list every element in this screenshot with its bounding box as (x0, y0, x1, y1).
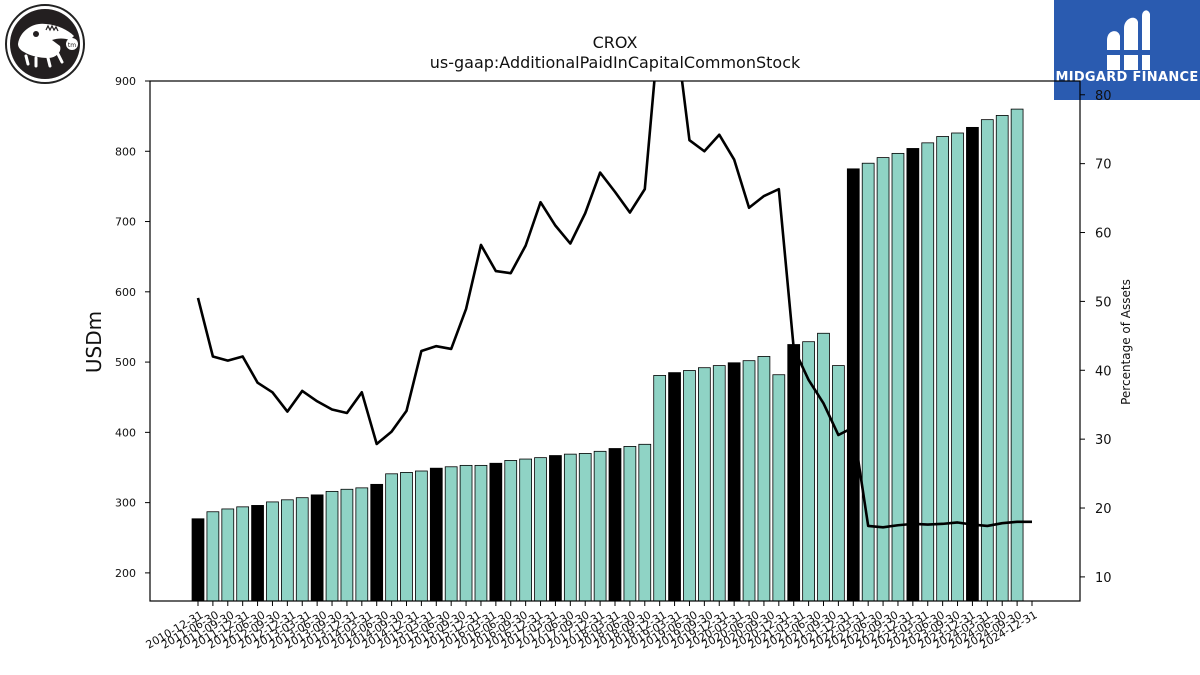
trademark-mark: tm (68, 42, 76, 49)
bar (206, 511, 220, 602)
bar (266, 501, 279, 602)
y-axis-left-label: USDm (82, 311, 106, 373)
bar (995, 115, 1009, 602)
y-axis-right-label: Percentage of Assets (1119, 279, 1133, 405)
bar (221, 508, 235, 602)
y-right-tick-label: 40 (1095, 364, 1112, 379)
bar (459, 464, 473, 602)
bar (906, 148, 920, 602)
brand-name: MIDGARD FINANCE (1055, 70, 1198, 85)
bar (340, 488, 354, 602)
y-left-tick-label: 700 (115, 216, 136, 229)
bar (400, 472, 413, 602)
bar (310, 494, 324, 602)
bar (489, 462, 503, 602)
y-right-tick-label: 20 (1095, 502, 1112, 517)
bar (236, 506, 250, 602)
bar (504, 460, 518, 602)
bar (951, 132, 964, 602)
y-right-tick-label: 70 (1095, 158, 1112, 173)
bar (727, 362, 741, 602)
bar (832, 365, 845, 602)
bar (191, 518, 205, 602)
bar (429, 467, 443, 602)
bar (876, 157, 890, 602)
bar (415, 470, 428, 602)
bar (787, 344, 801, 602)
y-right-tick-label: 60 (1095, 227, 1112, 242)
y-right-tick-label: 80 (1095, 89, 1112, 104)
y-left-tick-label: 300 (115, 497, 136, 510)
bar (355, 487, 369, 602)
bar (772, 374, 786, 602)
bar (370, 483, 384, 602)
bar (534, 457, 547, 602)
bar (921, 142, 935, 602)
y-left-tick-label: 200 (115, 567, 136, 580)
y-right-tick-label: 50 (1095, 295, 1112, 310)
bar (623, 446, 637, 602)
bar (698, 367, 711, 602)
bar (817, 332, 830, 602)
bar (474, 464, 488, 602)
y-left-tick-label: 600 (115, 286, 136, 299)
bar (578, 453, 592, 602)
bar (653, 375, 667, 602)
crocodile-logo-icon: tm (5, 4, 85, 84)
bar (563, 453, 577, 602)
bar (280, 499, 294, 602)
bar (757, 356, 771, 602)
bar (846, 168, 860, 602)
bar (891, 152, 905, 602)
bar (980, 119, 994, 602)
y-right-tick-label: 30 (1095, 433, 1112, 448)
bar (593, 450, 607, 602)
chart-title: CROX (593, 33, 638, 52)
bar (638, 443, 652, 602)
y-left-tick-label: 800 (115, 145, 136, 158)
percentage-line (196, 81, 1032, 529)
y-right-tick-label: 10 (1095, 571, 1112, 586)
bar (966, 126, 979, 602)
bar (1010, 108, 1024, 602)
bar (385, 473, 398, 602)
bar (444, 466, 458, 602)
bar (742, 360, 756, 602)
bar (712, 365, 726, 602)
y-left-tick-label: 400 (115, 426, 136, 439)
bar (936, 136, 950, 602)
bar (549, 455, 562, 602)
bar (861, 162, 875, 602)
y-left-tick-label: 900 (115, 75, 136, 88)
bar (519, 458, 533, 602)
bar (668, 372, 681, 602)
chart-subtitle: us-gaap:AdditionalPaidInCapitalCommonSto… (430, 53, 801, 72)
bar (608, 448, 622, 602)
y-left-tick-label: 500 (115, 356, 136, 369)
bar (251, 505, 264, 602)
bar (295, 497, 309, 602)
bar (325, 490, 339, 602)
midgard-logo-icon: MIDGARD FINANCE (1054, 0, 1200, 100)
bar (683, 370, 696, 602)
